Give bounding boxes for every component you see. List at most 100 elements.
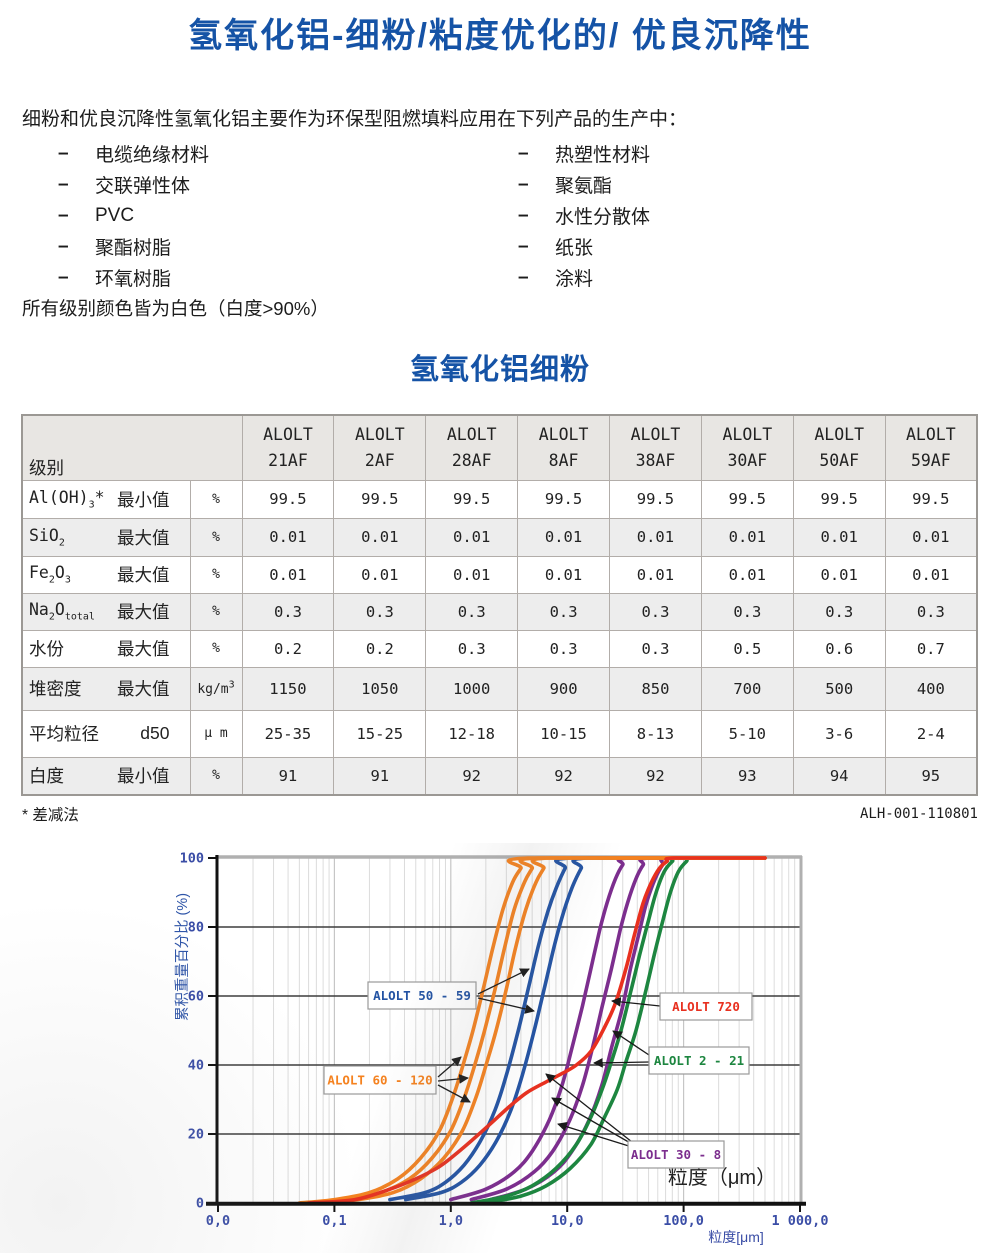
svg-text:1,0: 1,0	[439, 1213, 463, 1229]
param-cell: SiO2 最大值	[21, 517, 191, 557]
value-cell: 700	[700, 666, 794, 711]
spec-row: Fe2O3 最大值% 0.01 0.01 0.01 0.01 0.01 0.01 0.01 0.0…	[21, 555, 978, 594]
value-cell: 0.01	[333, 517, 427, 557]
value-cell: 500	[792, 666, 886, 711]
value-cell: 5-10	[700, 709, 794, 758]
list-item: – PVC	[58, 200, 498, 231]
value-cell: 99.5	[333, 479, 427, 519]
value-cell: 0.01	[425, 555, 519, 594]
bullet-dash: –	[518, 173, 529, 195]
value-cell: 0.01	[425, 517, 519, 557]
x-axis-title: 粒度[μm]	[708, 1229, 764, 1245]
grid-layer	[215, 855, 803, 1205]
bullet-dash: –	[58, 142, 69, 164]
value-cell: 0.01	[241, 517, 335, 557]
grade-column-header: ALOLT 28AF	[425, 414, 519, 481]
unit-cell: %	[189, 756, 243, 796]
x-axis-title-inner: 粒度（μm）	[668, 1166, 776, 1189]
value-cell: 12-18	[425, 709, 519, 758]
value-cell: 0.01	[700, 517, 794, 557]
value-cell: 0.3	[425, 592, 519, 631]
list-item: – 聚氨酯	[518, 169, 958, 200]
svg-text:10,0: 10,0	[551, 1213, 584, 1229]
value-cell: 92	[609, 756, 702, 796]
curve-label-ALOLT60-120: ALOLT 60 - 120	[323, 1056, 471, 1103]
bullet-dash: –	[58, 266, 69, 288]
value-cell: 0.01	[700, 555, 794, 594]
value-cell: 0.3	[241, 592, 335, 631]
page-title: 氢氧化铝-细粉/粘度优化的/ 优良沉降性	[188, 17, 812, 55]
list-item-label: PVC	[95, 204, 135, 226]
value-cell: 99.5	[517, 479, 610, 519]
value-cell: 0.3	[609, 592, 702, 631]
spec-row: 水份 最大值% 0.2 0.2 0.3 0.3 0.3 0.5 0.6 0.7	[21, 629, 978, 668]
grade-column-header: ALOLT 59AF	[884, 414, 978, 481]
grade-column-header: ALOLT 38AF	[609, 414, 702, 481]
unit-cell: %	[189, 555, 243, 594]
value-cell: 0.01	[517, 555, 610, 594]
spec-row: SiO2 最大值% 0.01 0.01 0.01 0.01 0.01 0.01 0.01 0.01	[21, 517, 978, 557]
grade-column-header: ALOLT 2AF	[333, 414, 427, 481]
svg-text:60: 60	[188, 989, 204, 1005]
value-cell: 0.3	[700, 592, 794, 631]
svg-text:ALOLT 30 - 8: ALOLT 30 - 8	[631, 1147, 721, 1162]
value-cell: 25-35	[241, 709, 335, 758]
bullet-dash: –	[58, 173, 69, 195]
value-cell: 0.3	[517, 629, 610, 668]
y-axis-title: 累积重量百分比 (%)	[174, 893, 191, 1021]
list-item-label: 电缆绝缘材料	[95, 145, 210, 166]
param-cell: Na2Ototal 最大值	[21, 592, 191, 631]
value-cell: 0.01	[241, 555, 335, 594]
value-cell: 94	[792, 756, 886, 796]
curve-label-ALOLT50-59: ALOLT 50 - 59	[367, 968, 535, 1014]
value-cell: 92	[425, 756, 519, 796]
value-cell: 0.01	[609, 517, 702, 557]
value-cell: 0.3	[792, 592, 886, 631]
value-cell: 0.5	[700, 629, 794, 668]
list-item: – 纸张	[518, 231, 958, 262]
footnote-method: * 差减法	[22, 807, 79, 824]
grade-column-header: ALOLT 8AF	[517, 414, 610, 481]
unit-cell: kg/m3	[189, 666, 243, 711]
param-cell: 平均粒径 d50	[21, 709, 191, 758]
spec-table-body: Al(OH)3* 最小值% 99.5 99.5 99.5 99.5 99.5 99.5 99.5…	[21, 479, 978, 796]
spec-row: 平均粒径 d50 μ m 25-35 15-25 12-18 10-15 8-13 5-10 3-…	[21, 709, 978, 758]
value-cell: 15-25	[333, 709, 427, 758]
grade-column-header: ALOLT 30AF	[700, 414, 794, 481]
value-cell: 95	[884, 756, 978, 796]
param-cell: Fe2O3 最大值	[21, 555, 191, 594]
document-code: ALH-001-110801	[859, 806, 978, 822]
curve-group-ALOLT50-59	[388, 856, 767, 1202]
value-cell: 0.3	[884, 592, 978, 631]
svg-text:1 000,0: 1 000,0	[772, 1213, 829, 1229]
curve-label-ALOLT30-8: ALOLT 30 - 8	[545, 1073, 725, 1169]
axes-layer	[206, 855, 806, 1212]
value-cell: 99.5	[241, 479, 335, 519]
value-cell: 0.3	[517, 592, 610, 631]
unit-cell: %	[189, 592, 243, 631]
value-cell: 99.5	[700, 479, 794, 519]
unit-cell: %	[189, 629, 243, 668]
value-cell: 0.01	[792, 517, 886, 557]
bullet-dash: –	[58, 235, 69, 257]
value-cell: 0.6	[792, 629, 886, 668]
svg-text:80: 80	[188, 920, 204, 936]
bullet-dash: –	[58, 204, 69, 226]
list-item-label: 水性分散体	[555, 207, 651, 228]
spec-row: 堆密度 最大值 kg/m3 1150 1050 1000 900 850 700 500 400	[21, 666, 978, 711]
spec-row: 白度 最小值% 91 91 92 92 92 93 94 95	[21, 756, 978, 796]
color-note: 所有级别颜色皆为白色（白度>90%）	[22, 298, 329, 319]
curve-label-ALOLT2-21: ALOLT 2 - 21	[593, 1030, 750, 1075]
value-cell: 0.3	[425, 629, 519, 668]
value-cell: 99.5	[884, 479, 978, 519]
param-cell: 堆密度 最大值	[21, 666, 191, 711]
value-cell: 92	[517, 756, 610, 796]
value-cell: 91	[241, 756, 335, 796]
value-cell: 400	[884, 666, 978, 711]
value-cell: 0.2	[333, 629, 427, 668]
grade-column-header: ALOLT 50AF	[792, 414, 886, 481]
bullet-dash: –	[518, 204, 529, 226]
value-cell: 850	[609, 666, 702, 711]
param-cell: 水份 最大值	[21, 629, 191, 668]
list-item-label: 热塑性材料	[555, 145, 651, 166]
